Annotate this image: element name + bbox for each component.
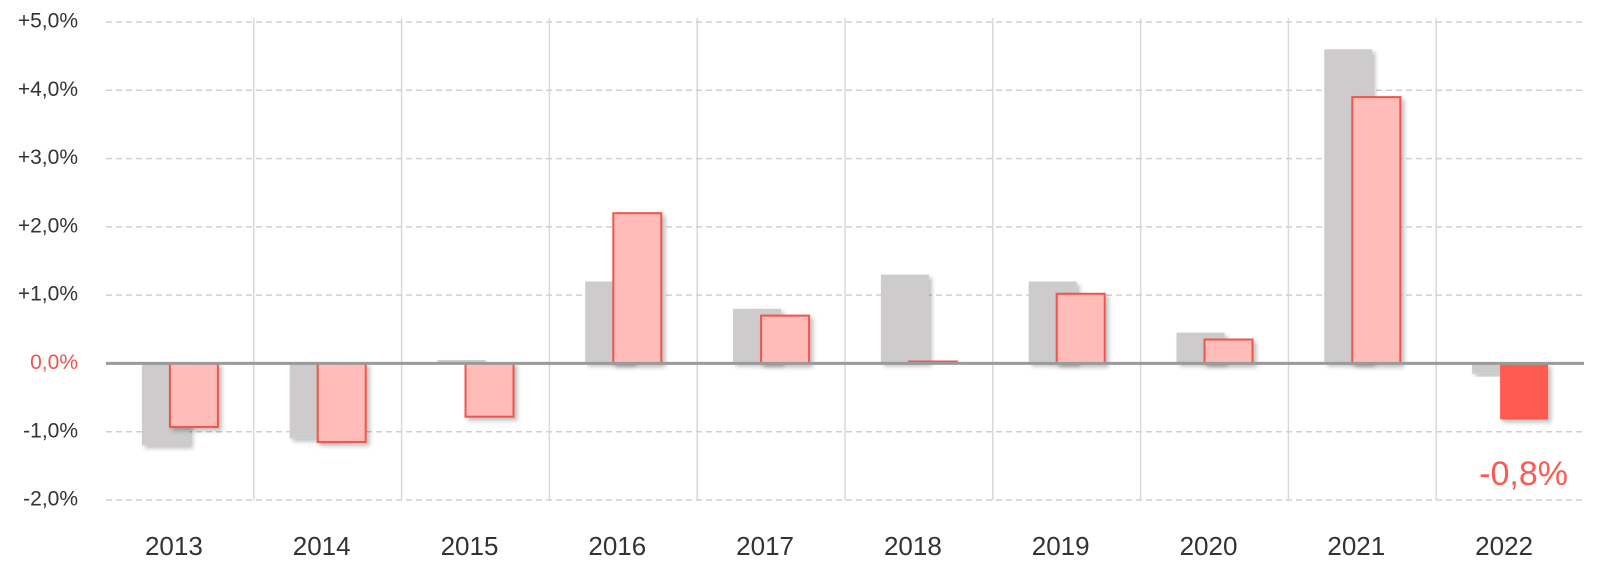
x-tick-label: 2019	[1032, 531, 1090, 561]
y-tick-label: +4,0%	[18, 78, 78, 101]
bar	[880, 274, 929, 364]
bar	[316, 362, 367, 443]
bar	[1472, 363, 1521, 374]
y-tick-label: +1,0%	[18, 283, 78, 306]
bar	[1055, 292, 1106, 365]
y-tick-label: +3,0%	[18, 146, 78, 169]
bar	[1351, 96, 1402, 365]
data-label: -0,8%	[1479, 455, 1568, 493]
bar	[760, 314, 811, 365]
bar	[612, 212, 663, 365]
x-tick-label: 2013	[145, 531, 203, 561]
x-tick-label: 2018	[884, 531, 942, 561]
y-tick-label: -1,0%	[23, 419, 78, 442]
x-tick-label: 2022	[1475, 531, 1533, 561]
x-tick-label: 2017	[736, 531, 794, 561]
bar	[1203, 338, 1254, 365]
y-tick-label: +5,0%	[18, 10, 78, 33]
bar	[464, 362, 515, 418]
bar	[437, 360, 486, 364]
x-tick-label: 2016	[588, 531, 646, 561]
x-tick-label: 2020	[1180, 531, 1238, 561]
bar	[1500, 363, 1549, 420]
y-tick-label: 0,0%	[30, 351, 78, 374]
y-tick-label: -2,0%	[23, 488, 78, 511]
x-tick-label: 2015	[441, 531, 499, 561]
x-tick-label: 2014	[293, 531, 351, 561]
x-tick-label: 2021	[1327, 531, 1385, 561]
y-tick-label: +2,0%	[18, 214, 78, 237]
bar	[168, 362, 219, 428]
